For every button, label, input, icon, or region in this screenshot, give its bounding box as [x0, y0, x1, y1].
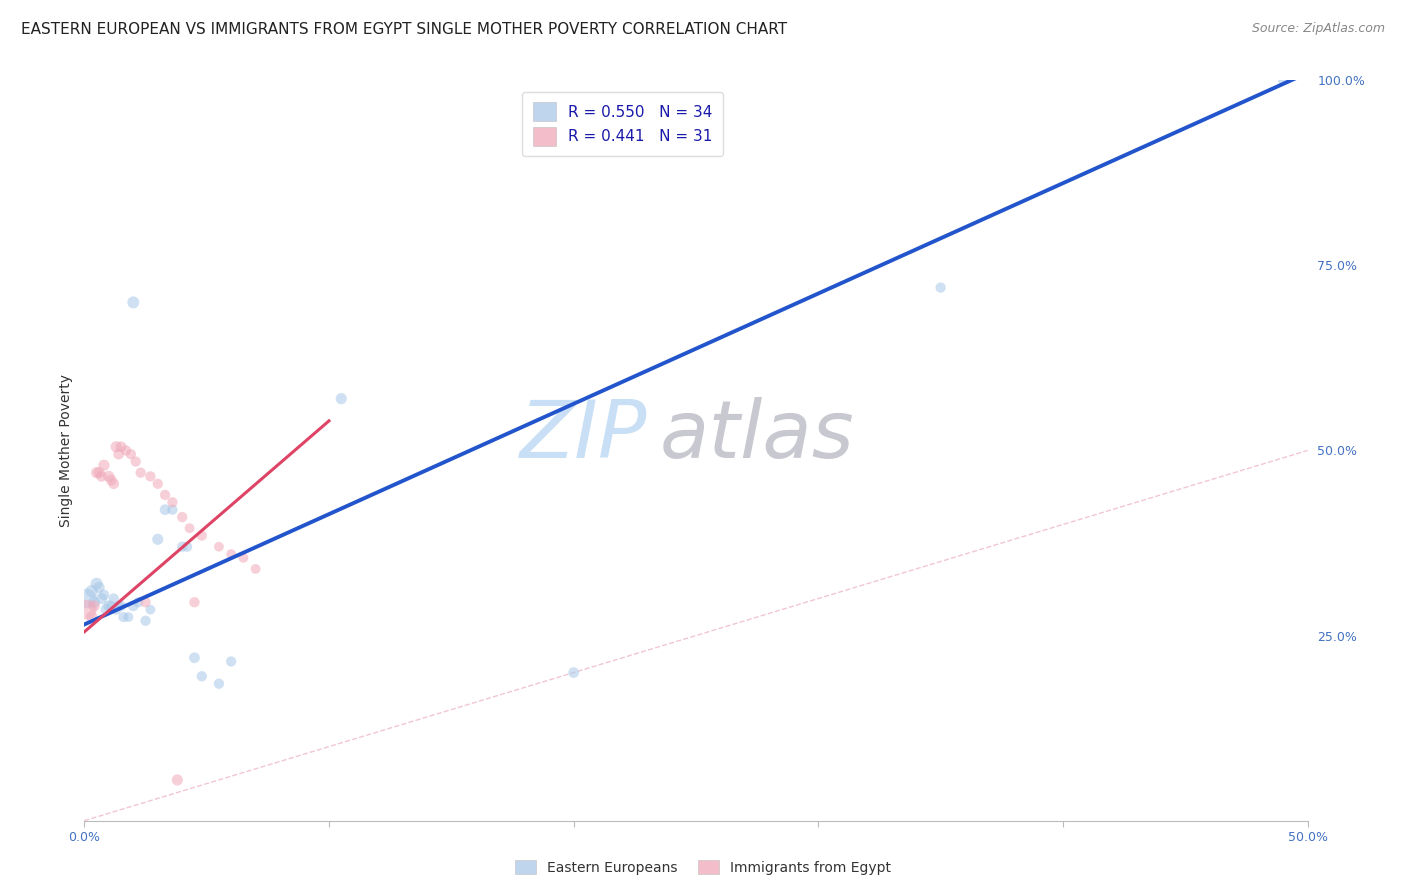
- Point: [172, 510, 194, 524]
- Point: [83, 599, 105, 613]
- Point: [139, 469, 162, 483]
- Point: [100, 473, 122, 487]
- Point: [219, 547, 242, 561]
- Point: [83, 595, 105, 609]
- Legend: Eastern Europeans, Immigrants from Egypt: Eastern Europeans, Immigrants from Egypt: [509, 855, 897, 880]
- Point: [245, 562, 267, 576]
- Point: [191, 528, 214, 542]
- Point: [208, 676, 231, 690]
- Point: [93, 458, 115, 473]
- Legend: R = 0.550   N = 34, R = 0.441   N = 31: R = 0.550 N = 34, R = 0.441 N = 31: [522, 92, 723, 156]
- Point: [176, 540, 198, 554]
- Point: [100, 599, 122, 613]
- Point: [86, 576, 108, 591]
- Point: [80, 610, 103, 624]
- Point: [183, 595, 205, 609]
- Point: [135, 614, 157, 628]
- Point: [127, 595, 149, 609]
- Point: [80, 584, 103, 599]
- Point: [103, 591, 125, 606]
- Point: [183, 650, 205, 665]
- Point: [110, 440, 132, 454]
- Point: [97, 599, 120, 613]
- Point: [139, 602, 162, 616]
- Point: [135, 595, 157, 609]
- Text: Source: ZipAtlas.com: Source: ZipAtlas.com: [1251, 22, 1385, 36]
- Point: [110, 599, 132, 613]
- Point: [166, 772, 188, 787]
- Text: ZIP: ZIP: [520, 397, 647, 475]
- Point: [153, 488, 176, 502]
- Point: [232, 550, 254, 565]
- Point: [162, 502, 184, 516]
- Point: [105, 440, 128, 454]
- Point: [120, 447, 142, 461]
- Text: atlas: atlas: [659, 397, 853, 475]
- Point: [330, 392, 353, 406]
- Point: [153, 502, 176, 516]
- Point: [76, 591, 98, 606]
- Point: [146, 533, 169, 547]
- Point: [115, 443, 138, 458]
- Point: [117, 610, 139, 624]
- Point: [107, 447, 129, 461]
- Point: [87, 581, 110, 595]
- Point: [172, 540, 194, 554]
- Point: [146, 476, 169, 491]
- Point: [125, 454, 148, 468]
- Point: [90, 469, 112, 483]
- Text: EASTERN EUROPEAN VS IMMIGRANTS FROM EGYPT SINGLE MOTHER POVERTY CORRELATION CHAR: EASTERN EUROPEAN VS IMMIGRANTS FROM EGYP…: [21, 22, 787, 37]
- Point: [122, 599, 145, 613]
- Point: [97, 469, 120, 483]
- Point: [112, 610, 135, 624]
- Point: [87, 466, 110, 480]
- Point: [96, 602, 118, 616]
- Point: [162, 495, 184, 509]
- Point: [1272, 73, 1295, 87]
- Point: [219, 655, 242, 669]
- Point: [129, 466, 152, 480]
- Point: [179, 521, 201, 535]
- Point: [929, 280, 952, 294]
- Point: [93, 588, 115, 602]
- Point: [107, 599, 129, 613]
- Point: [76, 602, 98, 616]
- Point: [86, 466, 108, 480]
- Point: [191, 669, 214, 683]
- Point: [562, 665, 585, 680]
- Point: [105, 602, 128, 616]
- Point: [103, 476, 125, 491]
- Y-axis label: Single Mother Poverty: Single Mother Poverty: [59, 374, 73, 527]
- Point: [122, 295, 145, 310]
- Point: [90, 591, 112, 606]
- Point: [208, 540, 231, 554]
